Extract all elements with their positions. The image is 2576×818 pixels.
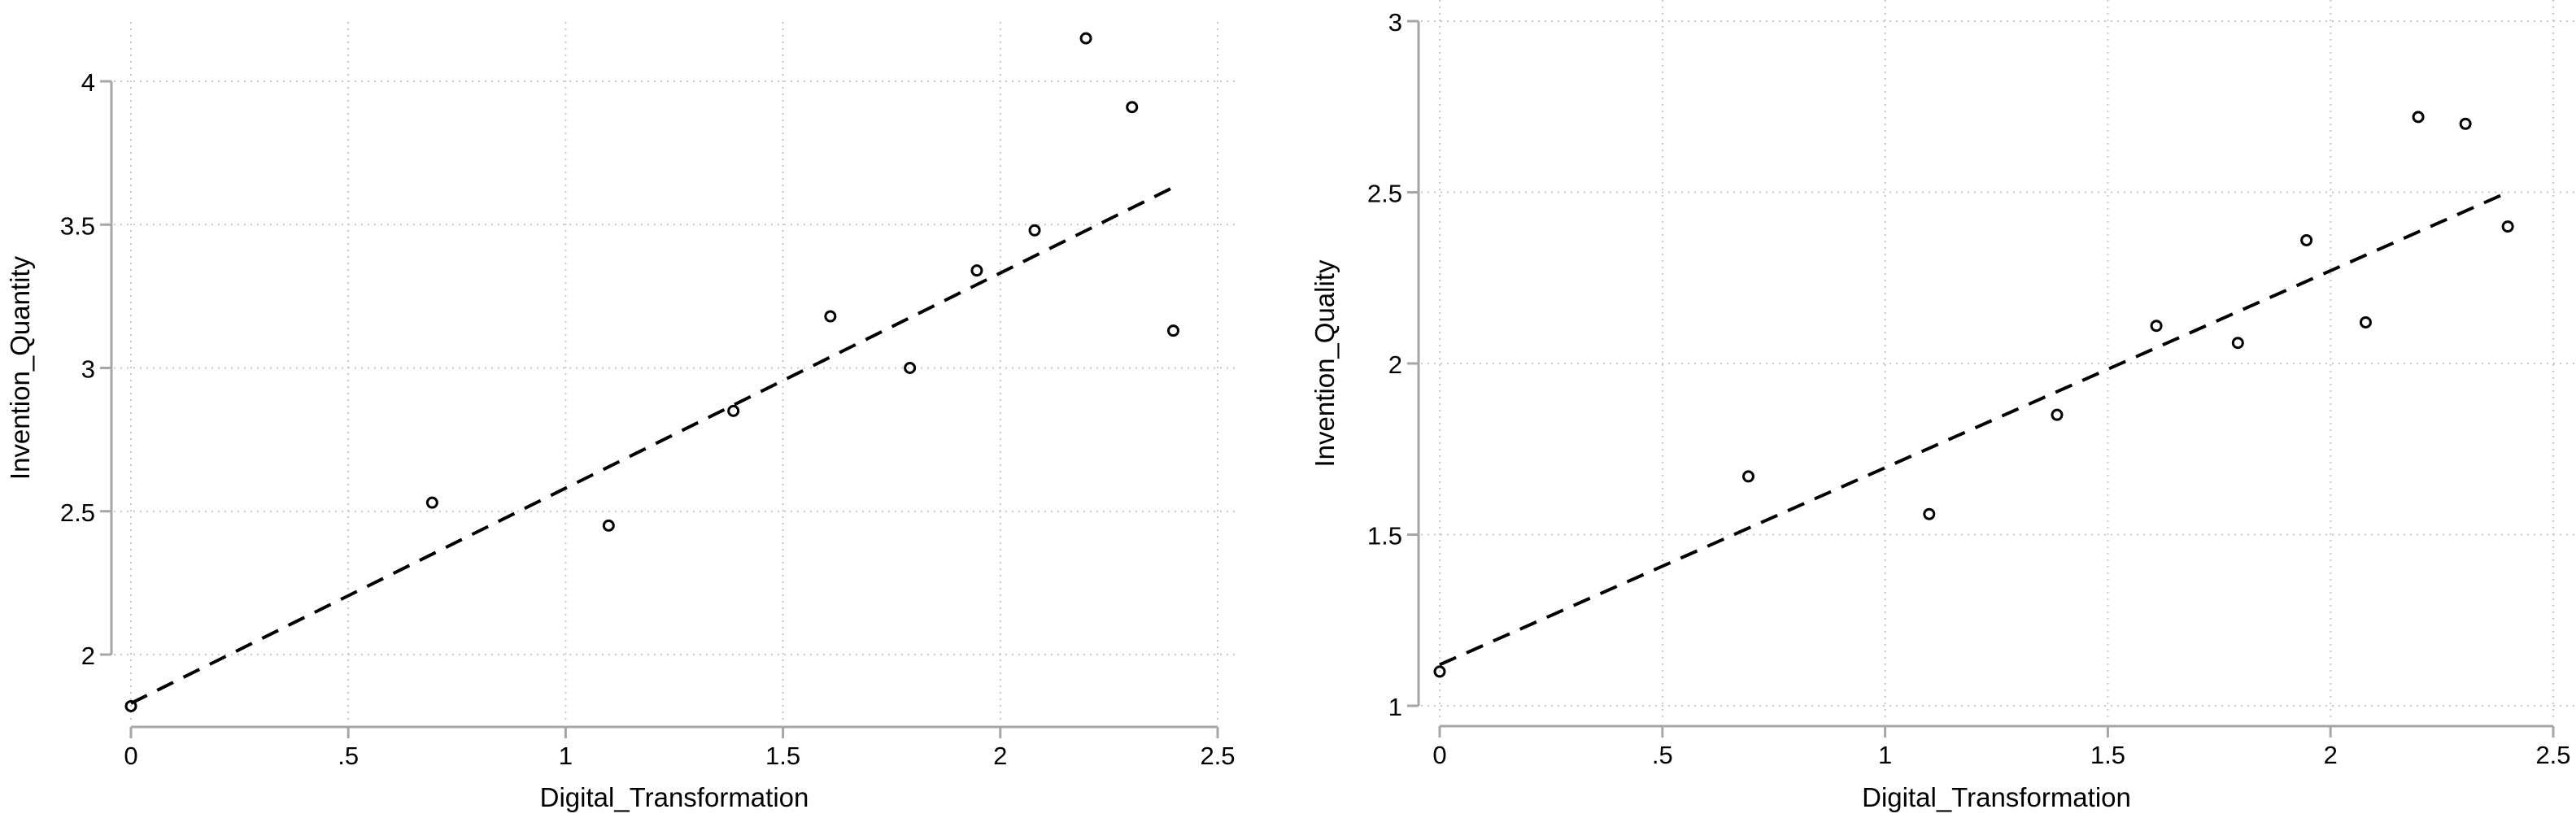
y-tick-label: 3.5 bbox=[60, 211, 95, 240]
y-tick-label: 2 bbox=[1388, 350, 1402, 379]
data-point bbox=[1741, 470, 1754, 483]
fitted-line bbox=[1439, 190, 2508, 667]
scatter-chart-invention-quality: 1 1.5 2 2.5 3 0 .5 1 1.5 2 2.5 Digital_Transformati… bbox=[1310, 0, 2574, 812]
data-point bbox=[2231, 337, 2244, 350]
x-tick-label: 2 bbox=[993, 742, 1007, 770]
data-point bbox=[1079, 32, 1092, 45]
x-tick-label: 1 bbox=[559, 742, 573, 770]
x-tick-label: 1.5 bbox=[2090, 741, 2125, 769]
data-point bbox=[824, 310, 837, 323]
x-tick-label: .5 bbox=[1652, 741, 1673, 769]
data-point bbox=[727, 404, 740, 417]
scatter-chart-invention-quantity: 2 2.5 3 3.5 4 0 .5 1 1.5 2 2.5 Digital_Transformati… bbox=[5, 22, 1238, 812]
data-point bbox=[2412, 111, 2425, 124]
x-axis-title: Digital_Transformation bbox=[1862, 782, 2131, 812]
y-tick-label: 4 bbox=[81, 68, 95, 97]
data-point bbox=[124, 699, 137, 712]
data-point bbox=[425, 496, 438, 509]
y-tick-label: 3 bbox=[81, 355, 95, 384]
data-point bbox=[1126, 101, 1139, 114]
x-tick-label: 0 bbox=[1432, 741, 1446, 769]
data-point bbox=[2459, 117, 2472, 130]
x-axis-title: Digital_Transformation bbox=[540, 782, 809, 812]
data-point bbox=[1166, 324, 1179, 337]
y-tick-label: 2.5 bbox=[60, 498, 95, 527]
data-point bbox=[2051, 408, 2064, 421]
data-point bbox=[1923, 507, 1936, 520]
x-tick-label: 2 bbox=[2324, 741, 2338, 769]
y-tick-label: 2.5 bbox=[1367, 180, 1402, 208]
data-point bbox=[602, 519, 615, 532]
data-point bbox=[904, 362, 917, 374]
x-tick-label: 2.5 bbox=[1200, 742, 1235, 770]
x-tick-label: 2.5 bbox=[2535, 741, 2570, 769]
y-tick-label: 1.5 bbox=[1367, 522, 1402, 550]
y-tick-label: 2 bbox=[81, 642, 95, 670]
data-point bbox=[1433, 665, 1446, 678]
data-point bbox=[1028, 224, 1041, 237]
y-tick-label: 1 bbox=[1388, 693, 1402, 721]
x-tick-label: 1.5 bbox=[765, 742, 800, 770]
x-tick-label: .5 bbox=[338, 742, 359, 770]
data-point bbox=[2501, 220, 2514, 233]
data-point bbox=[970, 264, 983, 277]
data-point bbox=[2300, 233, 2313, 246]
data-point bbox=[2150, 320, 2163, 333]
y-tick-label: 3 bbox=[1388, 8, 1402, 37]
fitted-line bbox=[130, 185, 1175, 705]
x-tick-label: 1 bbox=[1878, 741, 1892, 769]
y-axis-title: Invention_Quantity bbox=[5, 255, 35, 480]
data-point bbox=[2359, 315, 2372, 329]
y-axis-title: Invention_Quality bbox=[1310, 259, 1340, 467]
x-tick-label: 0 bbox=[124, 742, 137, 770]
